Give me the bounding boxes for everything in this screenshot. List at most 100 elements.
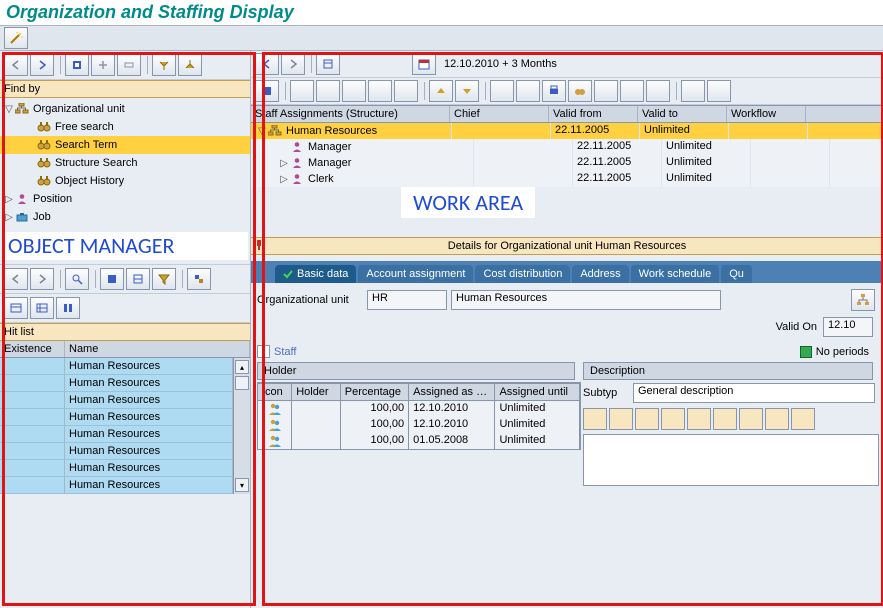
filter-icon[interactable] xyxy=(152,268,176,290)
table-row[interactable]: Human Resources xyxy=(0,477,233,494)
tree-item[interactable]: Structure Search xyxy=(0,154,250,172)
tree-item[interactable]: ▽Organizational unit xyxy=(0,100,250,118)
nav-fwd-icon[interactable] xyxy=(30,54,54,76)
col[interactable]: Assigned as … xyxy=(409,384,495,400)
up-icon[interactable] xyxy=(429,80,453,102)
staff-row[interactable]: ▷Manager22.11.2005Unlimited xyxy=(251,155,883,171)
binoculars-icon[interactable] xyxy=(568,80,592,102)
tb-btn[interactable] xyxy=(609,408,633,430)
tree-item[interactable]: Search Term xyxy=(0,136,250,154)
search-icon[interactable] xyxy=(65,268,89,290)
org-unit-code[interactable]: HR xyxy=(367,290,447,310)
nav-fwd-icon[interactable] xyxy=(30,268,54,290)
scroll-thumb[interactable] xyxy=(235,376,249,390)
tb-btn[interactable] xyxy=(594,80,618,102)
col[interactable]: Valid to xyxy=(638,106,727,122)
staff-row[interactable]: Manager22.11.2005Unlimited xyxy=(251,139,883,155)
tab-basic-data[interactable]: Basic data xyxy=(275,265,356,283)
twist-icon[interactable]: ▽ xyxy=(257,126,267,137)
twist-icon[interactable]: ▷ xyxy=(4,194,14,205)
table-row[interactable]: Human Resources xyxy=(0,426,233,443)
tb-btn[interactable] xyxy=(635,408,659,430)
staff-checkbox[interactable] xyxy=(257,345,270,358)
table-row[interactable]: Human Resources xyxy=(0,375,233,392)
tb-btn[interactable] xyxy=(739,408,763,430)
table-row[interactable]: Human Resources xyxy=(0,409,233,426)
tb-btn[interactable] xyxy=(661,408,685,430)
col[interactable]: Valid from xyxy=(549,106,638,122)
tb-btn[interactable] xyxy=(620,80,644,102)
valid-on-date[interactable]: 12.10 xyxy=(823,317,873,337)
tb-btn[interactable] xyxy=(368,80,392,102)
tb-btn[interactable] xyxy=(687,408,711,430)
tb-btn[interactable] xyxy=(290,80,314,102)
tb-btn[interactable] xyxy=(100,268,124,290)
tb-btn[interactable] xyxy=(30,297,54,319)
staff-row[interactable]: ▷Clerk22.11.2005Unlimited xyxy=(251,171,883,187)
table-row[interactable]: Human Resources xyxy=(0,358,233,375)
tree-item[interactable]: Object History xyxy=(0,172,250,190)
tb-btn[interactable] xyxy=(646,80,670,102)
tb-btn[interactable] xyxy=(91,54,115,76)
tb-btn[interactable] xyxy=(707,80,731,102)
tb-btn[interactable] xyxy=(765,408,789,430)
col[interactable]: Staff Assignments (Structure) xyxy=(251,106,450,122)
holder-row[interactable]: 100,0012.10.2010Unlimited xyxy=(258,401,580,417)
tb-btn[interactable] xyxy=(516,80,540,102)
org-hierarchy-icon[interactable] xyxy=(851,289,875,311)
nav-back-icon[interactable] xyxy=(255,53,279,75)
org-unit-name[interactable]: Human Resources xyxy=(451,290,721,310)
wand-button[interactable] xyxy=(4,27,28,49)
tab-qu[interactable]: Qu xyxy=(721,265,752,283)
tab-cost-distribution[interactable]: Cost distribution xyxy=(475,265,570,283)
scroll-up-icon[interactable]: ▴ xyxy=(235,360,249,374)
tab-address[interactable]: Address xyxy=(572,265,628,283)
holder-row[interactable]: 100,0001.05.2008Unlimited xyxy=(258,433,580,449)
tb-btn[interactable] xyxy=(56,297,80,319)
twist-icon[interactable]: ▷ xyxy=(4,212,14,223)
print-icon[interactable] xyxy=(542,80,566,102)
col[interactable]: Percentage xyxy=(341,384,409,400)
col[interactable]: Assigned until xyxy=(495,384,580,400)
tb-btn[interactable] xyxy=(713,408,737,430)
tb-btn[interactable] xyxy=(126,268,150,290)
col[interactable]: Workflow xyxy=(727,106,806,122)
tab-account-assignment[interactable]: Account assignment xyxy=(358,265,473,283)
table-row[interactable]: Human Resources xyxy=(0,443,233,460)
tb-btn[interactable] xyxy=(316,80,340,102)
twist-icon[interactable]: ▷ xyxy=(279,174,289,185)
col[interactable]: Chief xyxy=(450,106,549,122)
twist-icon[interactable]: ▽ xyxy=(4,104,14,115)
tb-btn[interactable] xyxy=(490,80,514,102)
tb-btn[interactable] xyxy=(342,80,366,102)
calendar-icon[interactable] xyxy=(412,53,436,75)
tb-btn[interactable] xyxy=(117,54,141,76)
staff-row[interactable]: ▽Human Resources22.11.2005Unlimited xyxy=(251,123,883,139)
tb-btn[interactable] xyxy=(255,80,279,102)
nav-back-icon[interactable] xyxy=(4,268,28,290)
twist-icon[interactable]: ▷ xyxy=(279,158,289,169)
tb-btn[interactable] xyxy=(583,408,607,430)
description-textarea[interactable] xyxy=(583,434,879,486)
tb-btn[interactable] xyxy=(791,408,815,430)
col-name[interactable]: Name xyxy=(65,341,250,357)
table-row[interactable]: Human Resources xyxy=(0,392,233,409)
scroll-down-icon[interactable]: ▾ xyxy=(235,478,249,492)
tree-item[interactable]: Free search xyxy=(0,118,250,136)
tb-btn[interactable] xyxy=(65,54,89,76)
col[interactable]: Holder xyxy=(292,384,341,400)
col-existence[interactable]: Existence xyxy=(0,341,65,357)
nav-back-icon[interactable] xyxy=(4,54,28,76)
tb-btn[interactable] xyxy=(681,80,705,102)
nav-fwd-icon[interactable] xyxy=(281,53,305,75)
holder-row[interactable]: 100,0012.10.2010Unlimited xyxy=(258,417,580,433)
tb-btn[interactable] xyxy=(152,54,176,76)
tb-btn[interactable] xyxy=(316,53,340,75)
tab-work-schedule[interactable]: Work schedule xyxy=(631,265,720,283)
tree-item[interactable]: ▷Position xyxy=(0,190,250,208)
scrollbar[interactable]: ▴ ▾ xyxy=(233,358,250,494)
tb-btn[interactable] xyxy=(178,54,202,76)
tree-item[interactable]: ▷Job xyxy=(0,208,250,226)
tb-btn[interactable] xyxy=(394,80,418,102)
col[interactable]: Icon xyxy=(258,384,292,400)
